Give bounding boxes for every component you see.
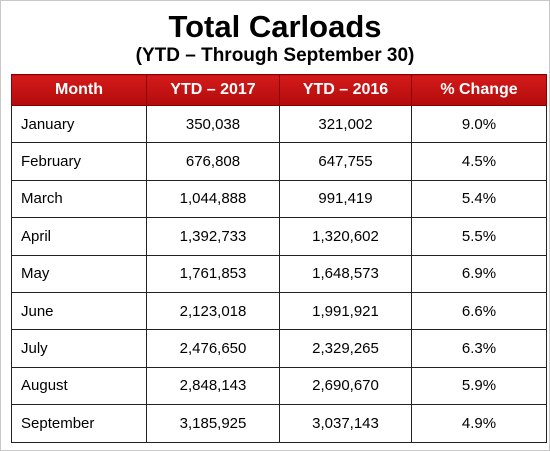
table-body: January 350,038 321,002 9.0% February 676,808… [11,104,547,443]
table-cell: 5.4% [411,179,547,219]
column-header: % Change [411,74,547,106]
table-cell: 2,690,670 [279,366,412,406]
table-cell: 3,037,143 [279,404,412,443]
table-cell: 6.6% [411,291,547,331]
carloads-table: Month YTD – 2017 YTD – 2016% Change Januar… [11,74,547,443]
table-cell: 2,123,018 [146,291,280,331]
table-cell: 9.0% [411,104,547,144]
table-cell: July [11,329,147,368]
table-row: July 2,476,650 2,329,265 6.3% [11,329,547,368]
table-cell: 647,755 [279,142,412,181]
column-header: YTD – 2017 [146,74,280,106]
table-row: February 676,808 647,755 4.5% [11,142,547,181]
title: Total Carloads [168,9,382,44]
table-cell: 1,648,573 [279,254,412,293]
table-cell: 6.3% [411,329,547,368]
table-cell: 991,419 [279,179,412,219]
table-cell: 1,991,921 [279,291,412,331]
table-cell: April [11,217,147,256]
table-row: September 3,185,925 3,037,143 4.9% [11,404,547,443]
table-cell: 4.9% [411,404,547,443]
column-header: YTD – 2016 [279,74,412,106]
table-cell: 1,761,853 [146,254,280,293]
table-cell: February [11,142,147,181]
table-cell: January [11,104,147,144]
table-cell: 2,848,143 [146,366,280,406]
table-cell: 321,002 [279,104,412,144]
table-cell: 3,185,925 [146,404,280,443]
table-row: April 1,392,733 1,320,602 5.5% [11,217,547,256]
table-cell: September [11,404,147,443]
table-cell: 1,320,602 [279,217,412,256]
header-row: Month YTD – 2017 YTD – 2016% Change [11,74,547,106]
table-cell: 2,476,650 [146,329,280,368]
table-cell: 2,329,265 [279,329,412,368]
subtitle: (YTD – Through September 30) [135,45,415,66]
table-cell: 1,392,733 [146,217,280,256]
table-cell: August [11,366,147,406]
table-row: August 2,848,143 2,690,670 5.9% [11,366,547,406]
table-row: June 2,123,018 1,991,921 6.6% [11,291,547,331]
table-cell: May [11,254,147,293]
table-cell: March [11,179,147,219]
table-cell: 676,808 [146,142,280,181]
table-cell: 1,044,888 [146,179,280,219]
table-cell: 350,038 [146,104,280,144]
table-row: March 1,044,888 991,419 5.4% [11,179,547,219]
table-row: January 350,038 321,002 9.0% [11,104,547,144]
table-cell: 4.5% [411,142,547,181]
table-row: May 1,761,853 1,648,573 6.9% [11,254,547,293]
column-header: Month [11,74,147,106]
table-cell: 5.5% [411,217,547,256]
table-cell: 6.9% [411,254,547,293]
table-cell: 5.9% [411,366,547,406]
table-cell: June [11,291,147,331]
